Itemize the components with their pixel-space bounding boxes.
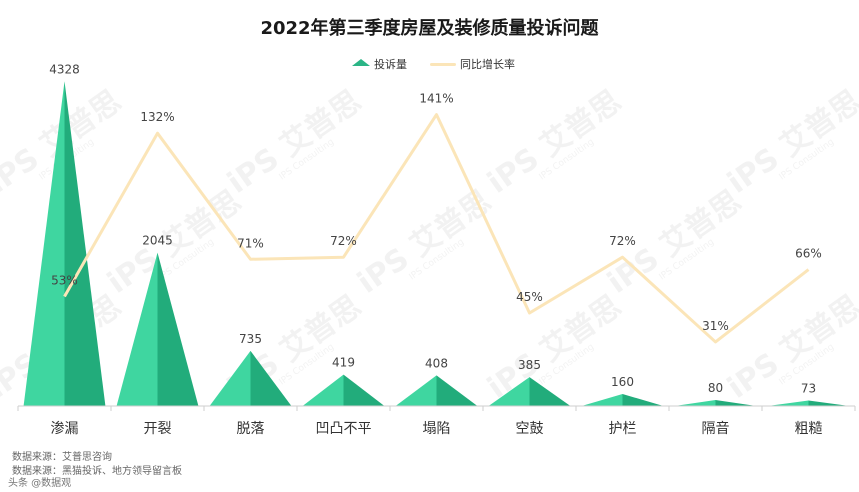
bar-value-label: 408 bbox=[425, 356, 448, 370]
pyramid-bar bbox=[674, 400, 757, 406]
bar-value-label: 735 bbox=[239, 332, 262, 346]
growth-rate-line bbox=[63, 113, 810, 344]
svg-text:iPS 艾普思: iPS 艾普思 bbox=[721, 84, 859, 201]
category-label: 塌陷 bbox=[423, 421, 451, 437]
chart-title: 2022年第三季度房屋及装修质量投诉问题 bbox=[260, 18, 599, 39]
pyramid-face-light bbox=[23, 81, 65, 407]
pyramid-face-light bbox=[767, 400, 809, 406]
growth-rate-label: 66% bbox=[795, 247, 822, 261]
pyramid-bar bbox=[767, 400, 850, 406]
legend-item-growth: 同比增长率 bbox=[430, 56, 515, 72]
svg-text:iPS 艾普思: iPS 艾普思 bbox=[481, 84, 627, 201]
svg-text:iPS 艾普思: iPS 艾普思 bbox=[721, 289, 859, 406]
bar-value-label: 80 bbox=[708, 381, 723, 395]
pyramid-bar bbox=[302, 374, 385, 406]
category-label: 空鼓 bbox=[516, 421, 544, 437]
pyramid-face-dark bbox=[250, 350, 292, 406]
pyramid-face-dark bbox=[436, 375, 478, 406]
pyramid-bar bbox=[581, 394, 664, 406]
pyramid-face-dark bbox=[808, 400, 850, 406]
bar-value-label: 73 bbox=[801, 382, 816, 396]
pyramid-face-light bbox=[302, 374, 344, 406]
pyramid-face-light bbox=[116, 252, 158, 406]
pyramid-face-light bbox=[395, 375, 437, 406]
growth-rate-label: 45% bbox=[516, 290, 543, 304]
svg-text:iPS 艾普思: iPS 艾普思 bbox=[221, 84, 367, 201]
bar-value-label: 2045 bbox=[142, 234, 173, 248]
growth-rate-label: 72% bbox=[330, 234, 357, 248]
pyramid-bar bbox=[23, 81, 106, 407]
category-label: 粗糙 bbox=[795, 421, 823, 437]
pyramid-bar bbox=[488, 377, 571, 406]
bar-value-label: 385 bbox=[518, 358, 541, 372]
growth-rate-label: 53% bbox=[51, 273, 78, 287]
legend-item-complaints: 投诉量 bbox=[352, 56, 407, 72]
pyramid-face-dark bbox=[715, 400, 757, 406]
category-label: 护栏 bbox=[609, 421, 637, 437]
source-label: 数据来源：艾普思咨询 bbox=[12, 452, 112, 463]
source-note: 数据来源：黑猫投诉、地方领导留言板 bbox=[12, 466, 182, 477]
legend-swatch-line bbox=[430, 63, 456, 66]
bar-value-label: 4328 bbox=[49, 62, 80, 76]
bar-value-label: 419 bbox=[332, 356, 355, 370]
pyramid-face-dark bbox=[157, 252, 199, 406]
growth-rate-label: 71% bbox=[237, 236, 264, 250]
pyramid-face-light bbox=[488, 377, 530, 406]
growth-rate-label: 31% bbox=[702, 319, 729, 333]
legend-label: 投诉量 bbox=[374, 58, 407, 71]
category-label: 开裂 bbox=[144, 421, 172, 437]
pyramid-face-dark bbox=[622, 394, 664, 406]
pyramid-face-dark bbox=[64, 81, 106, 407]
legend-label: 同比增长率 bbox=[460, 58, 515, 71]
pyramid-face-light bbox=[581, 394, 623, 406]
svg-text:iPS 艾普思: iPS 艾普思 bbox=[101, 184, 247, 301]
category-label: 凹凸不平 bbox=[316, 421, 372, 437]
bar-value-label: 160 bbox=[611, 375, 634, 389]
growth-rate-label: 141% bbox=[419, 92, 453, 106]
footer-note: 头条 @数据观 bbox=[8, 478, 72, 489]
svg-text:iPS 艾普思: iPS 艾普思 bbox=[481, 289, 627, 406]
category-label: 渗漏 bbox=[51, 421, 79, 437]
pyramid-face-dark bbox=[343, 374, 385, 406]
pyramid-bar bbox=[395, 375, 478, 406]
growth-rate-label: 72% bbox=[609, 234, 636, 248]
pyramid-face-light bbox=[209, 350, 251, 406]
growth-rate-label: 132% bbox=[140, 110, 174, 124]
pyramid-bar bbox=[116, 252, 199, 406]
legend-swatch-pyramid bbox=[352, 59, 370, 66]
category-label: 脱落 bbox=[237, 421, 265, 437]
category-label: 隔音 bbox=[702, 420, 730, 437]
pyramid-face-dark bbox=[529, 377, 571, 406]
pyramid-bar bbox=[209, 350, 292, 406]
pyramid-face-light bbox=[674, 400, 716, 406]
